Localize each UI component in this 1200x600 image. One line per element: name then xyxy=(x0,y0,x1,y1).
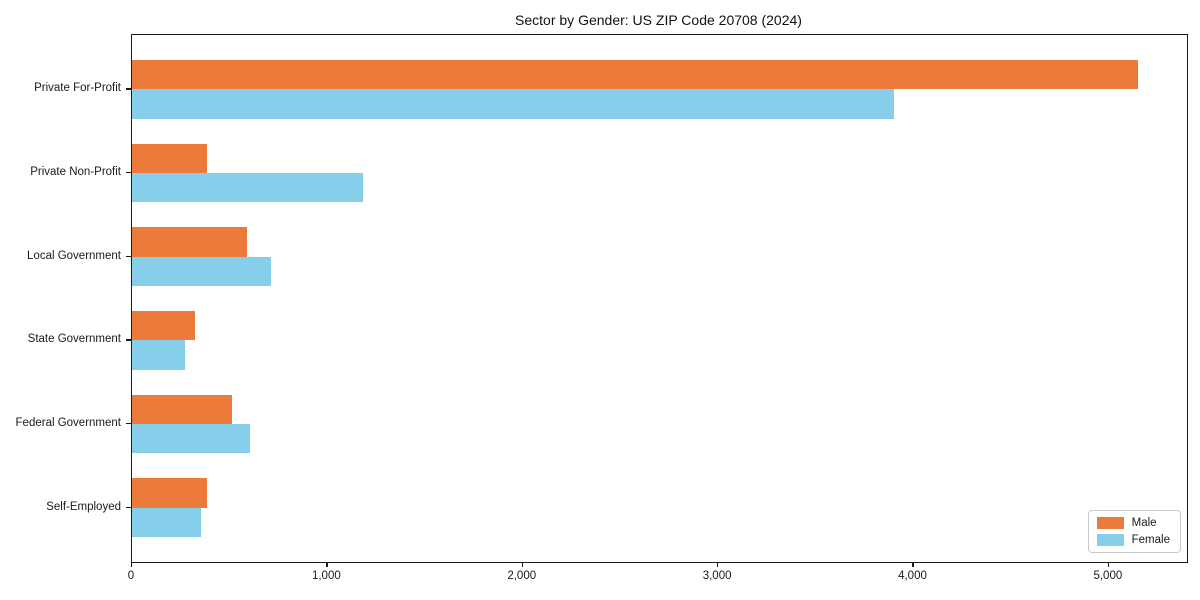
legend-entry-female: Female xyxy=(1096,534,1170,546)
x-tick-mark xyxy=(912,562,914,567)
plot-area xyxy=(131,34,1188,563)
legend: Male Female xyxy=(1087,510,1181,553)
x-tick-mark xyxy=(521,562,523,567)
x-tick-mark xyxy=(326,562,328,567)
y-tick-mark xyxy=(126,172,131,174)
bar-female-5 xyxy=(132,507,202,537)
bar-female-0 xyxy=(132,89,894,119)
y-tick-mark xyxy=(126,422,131,425)
bar-female-2 xyxy=(132,256,271,286)
bar-female-1 xyxy=(132,173,363,203)
x-tick-label: 3,000 xyxy=(702,570,732,582)
y-tick-mark xyxy=(126,339,131,341)
y-tick-label: Local Government xyxy=(27,249,121,262)
bar-male-2 xyxy=(132,227,248,257)
legend-label-male: Male xyxy=(1131,517,1157,529)
male-color-swatch xyxy=(1096,517,1124,529)
y-tick-mark xyxy=(126,255,131,257)
bar-female-3 xyxy=(132,340,185,370)
y-tick-mark xyxy=(126,506,131,508)
y-tick-label: Self-Employed xyxy=(46,500,121,513)
x-tick-mark xyxy=(1107,562,1110,567)
y-tick-label: State Government xyxy=(27,333,121,346)
x-tick-mark xyxy=(717,562,719,567)
bar-male-3 xyxy=(132,311,195,341)
x-tick-label: 2,000 xyxy=(507,570,537,582)
bar-male-1 xyxy=(132,143,208,173)
x-tick-label: 4,000 xyxy=(898,570,927,582)
female-color-swatch xyxy=(1096,534,1124,546)
y-tick-mark xyxy=(126,88,131,90)
x-tick-label: 1,000 xyxy=(311,570,341,582)
y-tick-label: Private For-Profit xyxy=(34,82,121,95)
x-tick-mark xyxy=(131,562,133,567)
chart-title: Sector by Gender: US ZIP Code 20708 (202… xyxy=(515,12,802,28)
bar-female-4 xyxy=(132,423,251,454)
x-tick-label: 0 xyxy=(127,570,135,582)
x-tick-label: 5,000 xyxy=(1093,570,1123,582)
y-tick-label: Federal Government xyxy=(15,416,121,429)
legend-entry-male: Male xyxy=(1096,517,1170,529)
legend-label-female: Female xyxy=(1131,534,1170,546)
bar-male-4 xyxy=(132,394,232,424)
bar-male-5 xyxy=(132,478,208,508)
bar-male-0 xyxy=(132,60,1139,90)
y-tick-label: Private Non-Profit xyxy=(30,166,121,179)
